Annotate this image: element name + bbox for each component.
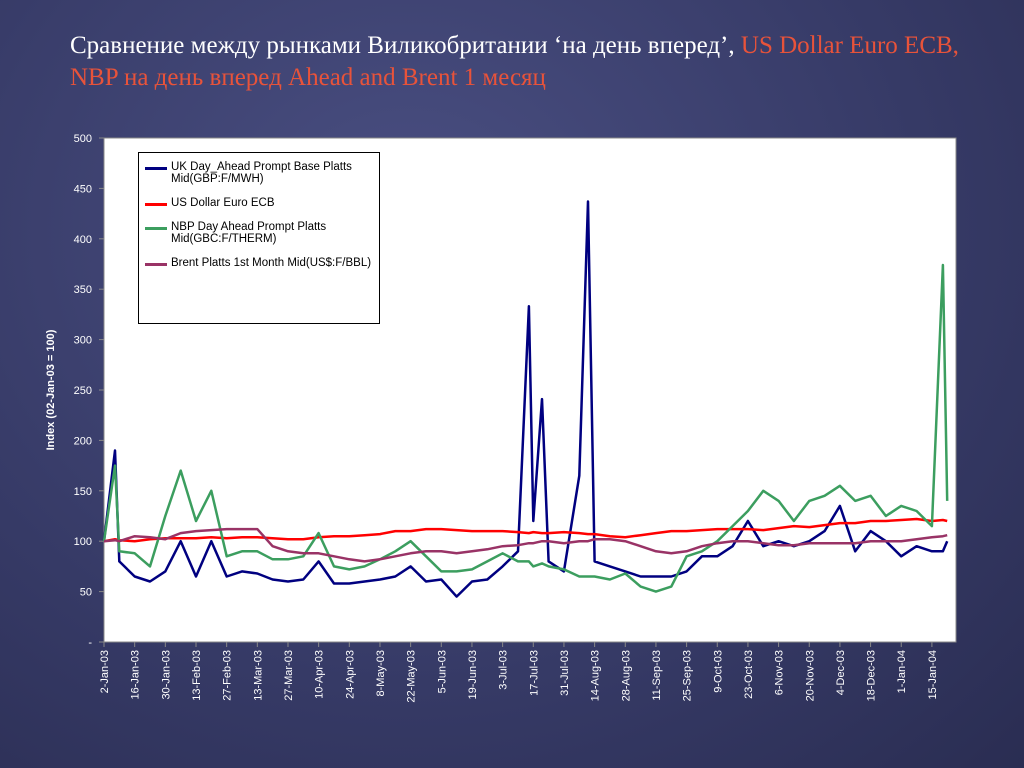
legend-label: US Dollar Euro ECB — [171, 197, 275, 209]
x-tick-label: 27-Mar-03 — [283, 650, 295, 701]
x-tick-label: 28-Aug-03 — [620, 650, 632, 701]
legend-swatch — [145, 203, 167, 206]
x-tick-label: 13-Mar-03 — [252, 650, 264, 701]
y-tick-label: 500 — [74, 133, 92, 145]
legend-label: NBP Day Ahead Prompt Platts Mid(GBC:F/TH… — [171, 221, 327, 245]
series-line — [102, 200, 949, 598]
legend-label: Brent Platts 1st Month Mid(US$:F/BBL) — [171, 257, 372, 269]
x-tick-label: 4-Dec-03 — [835, 650, 847, 695]
x-tick-label: 14-Aug-03 — [590, 650, 602, 701]
series-line — [103, 527, 948, 563]
y-tick-label: - — [88, 637, 92, 649]
y-tick-label: 350 — [74, 284, 92, 296]
x-tick-label: 25-Sep-03 — [682, 650, 694, 701]
y-tick-label: 150 — [74, 486, 92, 498]
slide-title: Сравнение между рынками Виликобритании ‘… — [70, 30, 970, 94]
x-tick-label: 11-Sep-03 — [651, 650, 663, 701]
y-tick-label: 400 — [74, 234, 92, 246]
x-tick-label: 9-Oct-03 — [712, 650, 724, 693]
x-tick-label: 2-Jan-03 — [99, 650, 111, 693]
x-tick-label: 22-May-03 — [406, 650, 418, 703]
series-line — [102, 263, 949, 593]
x-tick-label: 13-Feb-03 — [191, 650, 203, 701]
x-tick-label: 6-Nov-03 — [774, 650, 786, 695]
x-tick-label: 19-Jun-03 — [467, 650, 479, 700]
legend-entry: UK Day_Ahead Prompt Base Platts Mid(GBP:… — [143, 161, 375, 185]
legend-entry: US Dollar Euro ECB — [143, 197, 375, 209]
legend-entry: NBP Day Ahead Prompt Platts Mid(GBC:F/TH… — [143, 221, 375, 245]
legend: UK Day_Ahead Prompt Base Platts Mid(GBP:… — [138, 152, 380, 324]
legend-swatch — [145, 167, 167, 170]
x-tick-label: 27-Feb-03 — [222, 650, 234, 701]
y-tick-label: 200 — [74, 435, 92, 447]
legend-label: UK Day_Ahead Prompt Base Platts Mid(GBP:… — [171, 161, 352, 185]
legend-swatch — [145, 263, 167, 266]
y-tick-label: 50 — [80, 587, 92, 599]
series-line — [103, 517, 948, 543]
x-tick-label: 16-Jan-03 — [130, 650, 142, 700]
legend-entry: Brent Platts 1st Month Mid(US$:F/BBL) — [143, 257, 375, 269]
x-tick-label: 30-Jan-03 — [160, 650, 172, 700]
y-tick-label: 100 — [74, 536, 92, 548]
y-tick-label: 300 — [74, 335, 92, 347]
y-tick-label: 250 — [74, 385, 92, 397]
x-tick-label: 24-Apr-03 — [344, 650, 356, 699]
x-tick-label: 10-Apr-03 — [314, 650, 326, 699]
x-tick-label: 17-Jul-03 — [528, 650, 540, 696]
title-part: US Dollar Euro ECB, NBP на день вперед A… — [70, 32, 959, 91]
x-tick-label: 23-Oct-03 — [743, 650, 755, 699]
x-tick-label: 3-Jul-03 — [498, 650, 510, 690]
y-axis-label: Index (02-Jan-03 = 100) — [45, 329, 57, 450]
legend-swatch — [145, 227, 167, 230]
x-tick-label: 8-May-03 — [375, 650, 387, 696]
y-tick-label: 450 — [74, 183, 92, 195]
x-tick-label: 15-Jan-04 — [927, 650, 939, 700]
x-tick-label: 18-Dec-03 — [866, 650, 878, 701]
x-tick-label: 20-Nov-03 — [804, 650, 816, 701]
x-tick-label: 5-Jun-03 — [436, 650, 448, 693]
x-tick-label: 31-Jul-03 — [559, 650, 571, 696]
x-tick-label: 1-Jan-04 — [896, 650, 908, 693]
title-part: Сравнение между рынками Виликобритании ‘… — [70, 32, 735, 59]
